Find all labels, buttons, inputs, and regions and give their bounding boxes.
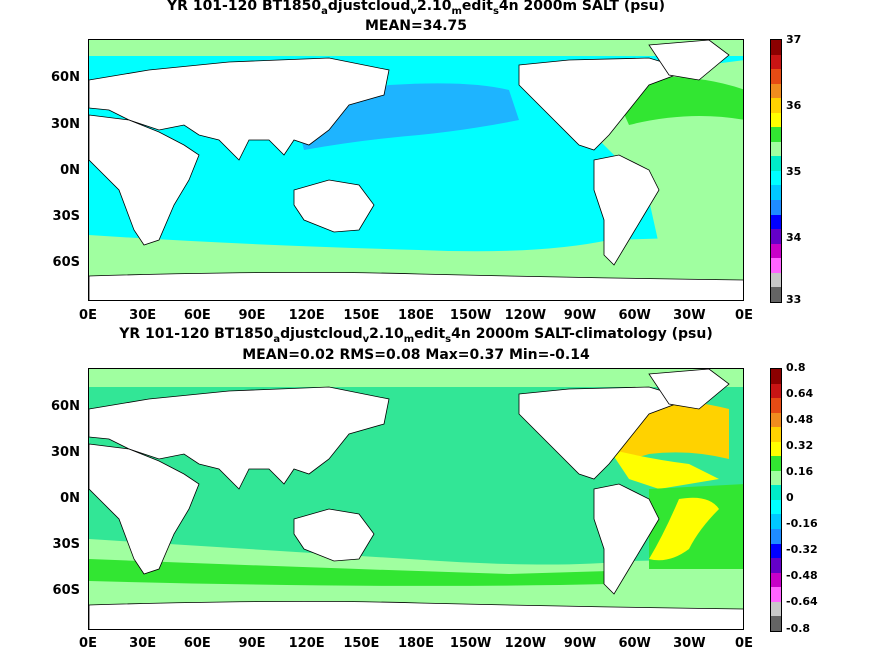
panel1-lat-label: 0N <box>60 163 80 178</box>
colorbar-swatch <box>771 558 781 573</box>
lon-label: 150W <box>449 308 492 323</box>
lon-label: 0E <box>79 308 97 323</box>
colorbar-swatch <box>771 214 781 230</box>
panel2-lat-label: 60N <box>51 399 80 414</box>
lon-label: 30E <box>129 308 157 323</box>
colorbar-swatch <box>771 287 781 302</box>
colorbar-swatch <box>771 83 781 99</box>
panel2-colorbar-label: -0.64 <box>786 595 818 608</box>
panel2-map <box>88 368 744 630</box>
panel2-colorbar-label: 0.32 <box>786 439 814 452</box>
colorbar-swatch <box>771 156 781 171</box>
colorbar-swatch <box>771 456 781 471</box>
panel2-colorbar-label: 0.48 <box>786 413 814 426</box>
panel1-colorbar-label: 36 <box>786 99 802 112</box>
colorbar-swatch <box>771 543 781 559</box>
panel2-lat-label: 30S <box>52 537 80 552</box>
panel1-colorbar-label: 35 <box>786 165 802 178</box>
panel1-stats: MEAN=34.75 <box>364 18 468 34</box>
colorbar-swatch <box>771 141 781 157</box>
lon-label: 150E <box>343 636 380 651</box>
panel1-lat-label: 60S <box>52 255 80 270</box>
colorbar-swatch <box>771 369 781 384</box>
panel1-title: YR 101-120 BT1850adjustcloudv2.10medits4… <box>167 0 665 17</box>
lon-label: 90W <box>563 308 597 323</box>
colorbar-swatch <box>771 587 781 602</box>
lon-label: 90E <box>238 636 266 651</box>
lon-label: 0E <box>735 636 753 651</box>
colorbar-swatch <box>771 40 781 55</box>
panel2-colorbar-label: 0.16 <box>786 465 814 478</box>
lon-label: 90W <box>563 636 597 651</box>
lon-label: 120W <box>504 636 547 651</box>
colorbar-swatch <box>771 383 781 399</box>
panel2-colorbar-label: 0 <box>786 491 794 504</box>
colorbar-swatch <box>771 170 781 186</box>
colorbar-swatch <box>771 441 781 457</box>
colorbar-swatch <box>771 258 781 273</box>
colorbar-swatch <box>771 470 781 486</box>
colorbar-swatch <box>771 499 781 515</box>
lon-label: 60E <box>183 308 211 323</box>
lon-label: 60W <box>618 636 651 651</box>
colorbar-swatch <box>771 427 781 442</box>
lon-label: 120W <box>504 308 547 323</box>
panel2-lat-label: 60S <box>52 583 80 598</box>
lon-label: 150E <box>343 308 380 323</box>
colorbar-swatch <box>771 229 781 244</box>
panel1-map <box>88 39 744 301</box>
panel2-colorbar-label: 0.8 <box>786 361 806 374</box>
panel1-colorbar-label: 33 <box>786 293 802 306</box>
panel2-lat-label: 30N <box>51 445 80 460</box>
colorbar-swatch <box>771 601 781 617</box>
lon-label: 120E <box>288 636 325 651</box>
panel2-map-svg <box>89 369 743 629</box>
panel2-colorbar-label: 0.64 <box>786 387 814 400</box>
colorbar-swatch <box>771 529 781 544</box>
panel2-colorbar-label: -0.16 <box>786 517 818 530</box>
lon-label: 60E <box>183 636 211 651</box>
colorbar-swatch <box>771 514 781 530</box>
colorbar-swatch <box>771 69 781 84</box>
colorbar-swatch <box>771 485 781 500</box>
lon-label: 150W <box>449 636 492 651</box>
colorbar-swatch <box>771 200 781 215</box>
panel1-lat-label: 60N <box>51 70 80 85</box>
colorbar-swatch <box>771 572 781 588</box>
panel2-stats: MEAN=0.02 RMS=0.08 Max=0.37 Min=-0.14 <box>242 347 590 363</box>
colorbar-swatch <box>771 112 781 128</box>
panel2-colorbar <box>770 368 782 632</box>
panel2-colorbar-label: -0.8 <box>786 622 811 635</box>
colorbar-swatch <box>771 127 781 142</box>
panel1-map-svg <box>89 40 743 300</box>
panel1-lat-label: 30N <box>51 117 80 132</box>
lon-label: 90E <box>238 308 266 323</box>
lon-label: 120E <box>288 308 325 323</box>
panel1-lat-label: 30S <box>52 209 80 224</box>
colorbar-swatch <box>771 398 781 413</box>
lon-label: 0E <box>79 636 97 651</box>
colorbar-swatch <box>771 272 781 288</box>
panel2-colorbar-label: -0.32 <box>786 543 818 556</box>
lon-label: 30W <box>673 636 706 651</box>
panel1-colorbar-label: 37 <box>786 33 802 46</box>
colorbar-swatch <box>771 185 781 201</box>
panel1-colorbar <box>770 39 782 303</box>
panel2-title: YR 101-120 BT1850adjustcloudv2.10medits4… <box>119 326 713 345</box>
panel2-lat-label: 0N <box>60 491 80 506</box>
panel1-colorbar-label: 34 <box>786 231 802 244</box>
colorbar-swatch <box>771 412 781 428</box>
lon-label: 180E <box>397 308 435 323</box>
colorbar-swatch <box>771 54 781 70</box>
colorbar-swatch <box>771 243 781 259</box>
lon-label: 180E <box>397 636 435 651</box>
colorbar-swatch <box>771 98 781 113</box>
panel2-colorbar-label: -0.48 <box>786 569 818 582</box>
lon-label: 30W <box>673 308 706 323</box>
lon-label: 30E <box>129 636 157 651</box>
colorbar-swatch <box>771 616 781 631</box>
lon-label: 0E <box>735 308 753 323</box>
lon-label: 60W <box>618 308 651 323</box>
